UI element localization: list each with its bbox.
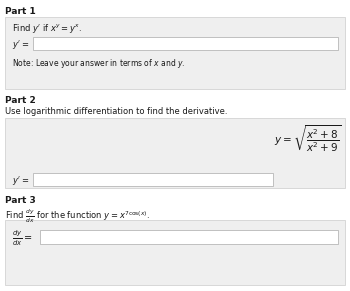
Text: $y' =$: $y' =$: [12, 174, 29, 187]
Text: Find $y'$ if $x^y = y^x$.: Find $y'$ if $x^y = y^x$.: [12, 22, 82, 35]
Text: $y = \sqrt{\dfrac{x^2+8}{x^2+9}}$: $y = \sqrt{\dfrac{x^2+8}{x^2+9}}$: [274, 124, 342, 155]
Bar: [5, 118, 345, 188]
Bar: [40, 230, 338, 244]
Bar: [33, 173, 273, 186]
Bar: [5, 220, 345, 285]
Bar: [33, 37, 338, 50]
Text: Note: Leave your answer in terms of $x$ and $y$.: Note: Leave your answer in terms of $x$ …: [12, 57, 186, 70]
Text: $y' =$: $y' =$: [12, 38, 29, 51]
Text: Use logarithmic differentiation to find the derivative.: Use logarithmic differentiation to find …: [5, 107, 228, 116]
Text: Part 2: Part 2: [5, 96, 36, 105]
Bar: [5, 17, 345, 89]
Text: $\frac{dy}{dx} =$: $\frac{dy}{dx} =$: [12, 228, 33, 248]
Text: Part 3: Part 3: [5, 196, 36, 205]
Text: Find $\frac{dy}{dx}$ for the function $y = x^{7\cos(x)}$.: Find $\frac{dy}{dx}$ for the function $y…: [5, 207, 150, 225]
Text: Part 1: Part 1: [5, 7, 36, 16]
